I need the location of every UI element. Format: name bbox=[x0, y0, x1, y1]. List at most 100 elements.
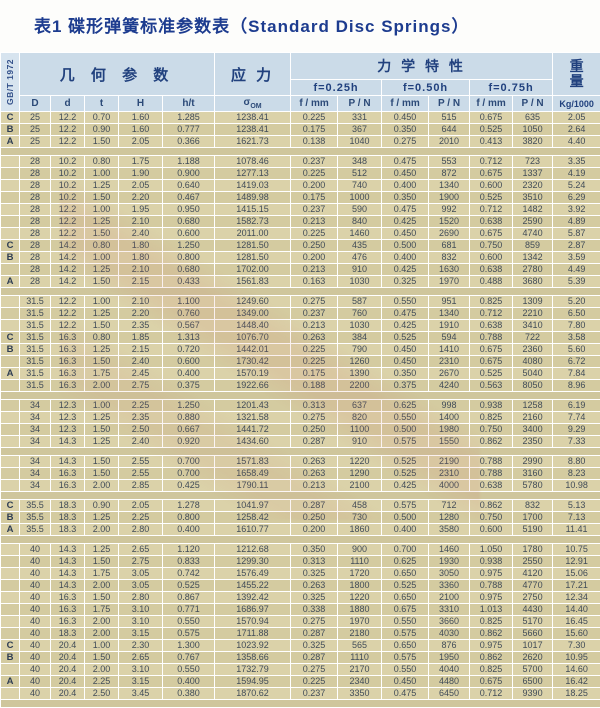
cell-f075: 0.712 bbox=[470, 688, 513, 700]
cell-H: 2.50 bbox=[119, 424, 163, 436]
cell-d: 14.2 bbox=[51, 264, 85, 276]
cell-t: 1.25 bbox=[85, 264, 119, 276]
cell-f050: 0.425 bbox=[382, 216, 429, 228]
cell-p025: 367 bbox=[338, 124, 382, 136]
cell-t: 2.00 bbox=[85, 524, 119, 536]
cell-d: 14.3 bbox=[51, 568, 85, 580]
cell-d: 10.2 bbox=[51, 180, 85, 192]
series-label bbox=[1, 468, 20, 480]
cell-stress: 1281.50 bbox=[215, 240, 291, 252]
cell-weight: 6.29 bbox=[553, 192, 600, 204]
cell-p025: 348 bbox=[338, 156, 382, 168]
cell-stress: 1576.49 bbox=[215, 568, 291, 580]
cell-ht: 0.760 bbox=[163, 308, 215, 320]
cell-f025: 0.200 bbox=[291, 524, 338, 536]
cell-D: 25 bbox=[20, 112, 51, 124]
cell-d: 20.4 bbox=[51, 688, 85, 700]
cell-stress: 1078.46 bbox=[215, 156, 291, 168]
cell-p025: 740 bbox=[338, 180, 382, 192]
cell-D: 35.5 bbox=[20, 512, 51, 524]
cell-H: 1.80 bbox=[119, 240, 163, 252]
cell-p050: 1340 bbox=[429, 180, 470, 192]
cell-stress: 1419.03 bbox=[215, 180, 291, 192]
cell-f025: 0.287 bbox=[291, 628, 338, 640]
cell-f075: 0.788 bbox=[470, 580, 513, 592]
cell-D: 40 bbox=[20, 664, 51, 676]
cell-p075: 2780 bbox=[513, 264, 553, 276]
cell-p050: 2670 bbox=[429, 368, 470, 380]
cell-f075: 0.675 bbox=[470, 356, 513, 368]
cell-f075: 0.675 bbox=[470, 112, 513, 124]
cell-p075: 2210 bbox=[513, 308, 553, 320]
cell-p050: 712 bbox=[429, 500, 470, 512]
cell-p025: 910 bbox=[338, 264, 382, 276]
cell-f050: 0.550 bbox=[382, 296, 429, 308]
cell-p050: 2100 bbox=[429, 592, 470, 604]
cell-p050: 2310 bbox=[429, 468, 470, 480]
sigma-subscript: OM bbox=[250, 103, 261, 110]
cell-p025: 1260 bbox=[338, 356, 382, 368]
cell-f025: 0.325 bbox=[291, 568, 338, 580]
cell-f025: 0.225 bbox=[291, 168, 338, 180]
cell-f025: 0.263 bbox=[291, 456, 338, 468]
cell-weight: 15.06 bbox=[553, 568, 600, 580]
cell-ht: 0.550 bbox=[163, 616, 215, 628]
cell-weight: 7.80 bbox=[553, 320, 600, 332]
cell-d: 14.3 bbox=[51, 544, 85, 556]
group-separator-band bbox=[1, 700, 600, 708]
cell-ht: 1.250 bbox=[163, 400, 215, 412]
cell-p075: 1342 bbox=[513, 252, 553, 264]
cell-p025: 1880 bbox=[338, 604, 382, 616]
cell-H: 2.15 bbox=[119, 276, 163, 288]
cell-d: 12.2 bbox=[51, 320, 85, 332]
cell-f075: 0.600 bbox=[470, 524, 513, 536]
cell-f075: 0.525 bbox=[470, 192, 513, 204]
cell-t: 1.00 bbox=[85, 252, 119, 264]
cell-D: 25 bbox=[20, 136, 51, 148]
cell-f075: 0.975 bbox=[470, 592, 513, 604]
col-D: D bbox=[20, 96, 51, 112]
group-separator-band bbox=[1, 288, 600, 296]
series-label bbox=[1, 544, 20, 556]
cell-f050: 0.625 bbox=[382, 556, 429, 568]
series-label: C bbox=[1, 640, 20, 652]
cell-t: 2.00 bbox=[85, 580, 119, 592]
cell-f075: 0.825 bbox=[470, 296, 513, 308]
cell-f050: 0.475 bbox=[382, 204, 429, 216]
cell-stress: 1442.01 bbox=[215, 344, 291, 356]
disc-spring-table: GB/T 1972 几 何 参 数 应 力 力 学 特 性 重 量 f=0.25… bbox=[0, 52, 600, 708]
cell-t: 2.00 bbox=[85, 480, 119, 492]
cell-D: 40 bbox=[20, 544, 51, 556]
cell-f025: 0.237 bbox=[291, 308, 338, 320]
series-label bbox=[1, 180, 20, 192]
cell-f050: 0.550 bbox=[382, 616, 429, 628]
cell-f075: 0.788 bbox=[470, 332, 513, 344]
cell-f025: 0.275 bbox=[291, 296, 338, 308]
cell-f075: 0.525 bbox=[470, 124, 513, 136]
cell-p075: 2990 bbox=[513, 456, 553, 468]
cell-f075: 0.825 bbox=[470, 412, 513, 424]
cell-ht: 0.767 bbox=[163, 652, 215, 664]
cell-t: 1.50 bbox=[85, 556, 119, 568]
cell-f025: 0.313 bbox=[291, 556, 338, 568]
cell-H: 3.15 bbox=[119, 628, 163, 640]
group-separator bbox=[1, 392, 600, 400]
cell-stress: 1790.11 bbox=[215, 480, 291, 492]
cell-p050: 1630 bbox=[429, 264, 470, 276]
cell-weight: 8.23 bbox=[553, 468, 600, 480]
series-label bbox=[1, 616, 20, 628]
cell-p050: 4030 bbox=[429, 628, 470, 640]
cell-weight: 10.95 bbox=[553, 652, 600, 664]
cell-d: 12.2 bbox=[51, 228, 85, 240]
cell-p025: 1800 bbox=[338, 580, 382, 592]
cell-D: 31.5 bbox=[20, 344, 51, 356]
cell-f025: 0.175 bbox=[291, 192, 338, 204]
cell-H: 2.55 bbox=[119, 468, 163, 480]
cell-f075: 0.750 bbox=[470, 240, 513, 252]
header-row-columns: D d t H h/t σOM f / mm P / N f / mm P / … bbox=[1, 96, 600, 112]
